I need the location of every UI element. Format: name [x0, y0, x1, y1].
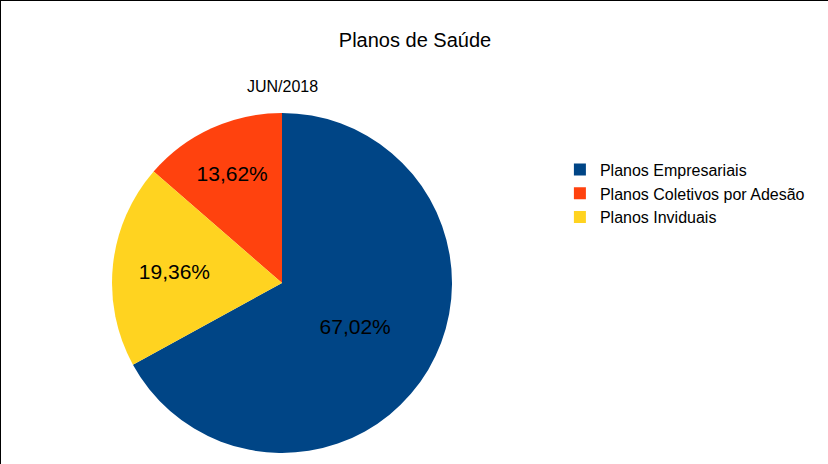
svg-text:Planos Inviduais: Planos Inviduais: [600, 209, 717, 226]
svg-text:Planos Empresariais: Planos Empresariais: [600, 162, 747, 179]
svg-text:Planos Coletivos por Adesão: Planos Coletivos por Adesão: [600, 186, 805, 203]
svg-text:Planos de Saúde: Planos de Saúde: [339, 29, 491, 51]
svg-text:JUN/2018: JUN/2018: [247, 78, 318, 95]
svg-text:19,36%: 19,36%: [139, 260, 210, 283]
svg-text:13,62%: 13,62%: [197, 162, 268, 185]
svg-text:67,02%: 67,02%: [320, 315, 391, 338]
